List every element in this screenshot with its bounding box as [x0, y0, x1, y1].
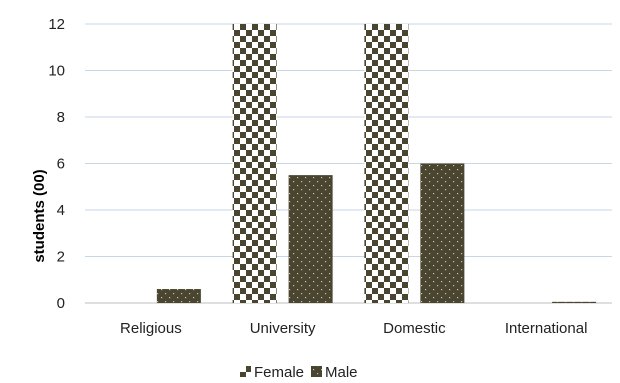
- bar-male-religious: [156, 289, 201, 303]
- x-tick-label: Domestic: [383, 320, 446, 337]
- x-tick-label: Religious: [120, 320, 182, 337]
- gridlines: [85, 23, 612, 304]
- y-tick-label: 4: [57, 202, 65, 219]
- bar-female-university: [232, 24, 277, 303]
- bar-male-international: [552, 301, 597, 303]
- y-tick-label: 12: [48, 16, 65, 33]
- legend-label-male: Male: [325, 364, 358, 381]
- y-tick-label: 10: [48, 63, 65, 80]
- legend: Female Male: [240, 364, 358, 381]
- y-tick-label: 6: [57, 156, 65, 173]
- y-tick-label: 2: [57, 249, 65, 266]
- legend-label-female: Female: [254, 364, 304, 381]
- legend-swatch-female: [240, 366, 251, 377]
- y-tick-label: 8: [57, 109, 65, 126]
- legend-swatch-male: [311, 366, 322, 377]
- x-tick-label: University: [250, 320, 316, 337]
- x-tick-label: International: [505, 320, 588, 337]
- y-axis-label: students (00): [31, 169, 48, 262]
- bar-male-university: [288, 175, 333, 303]
- x-axis-ticks: Religious University Domestic International: [120, 320, 587, 337]
- bars: [156, 24, 597, 303]
- bar-female-domestic: [364, 24, 409, 303]
- y-axis-ticks: 0 2 4 6 8 10 12: [48, 16, 65, 312]
- y-tick-label: 0: [57, 295, 65, 312]
- bar-male-domestic: [420, 163, 465, 303]
